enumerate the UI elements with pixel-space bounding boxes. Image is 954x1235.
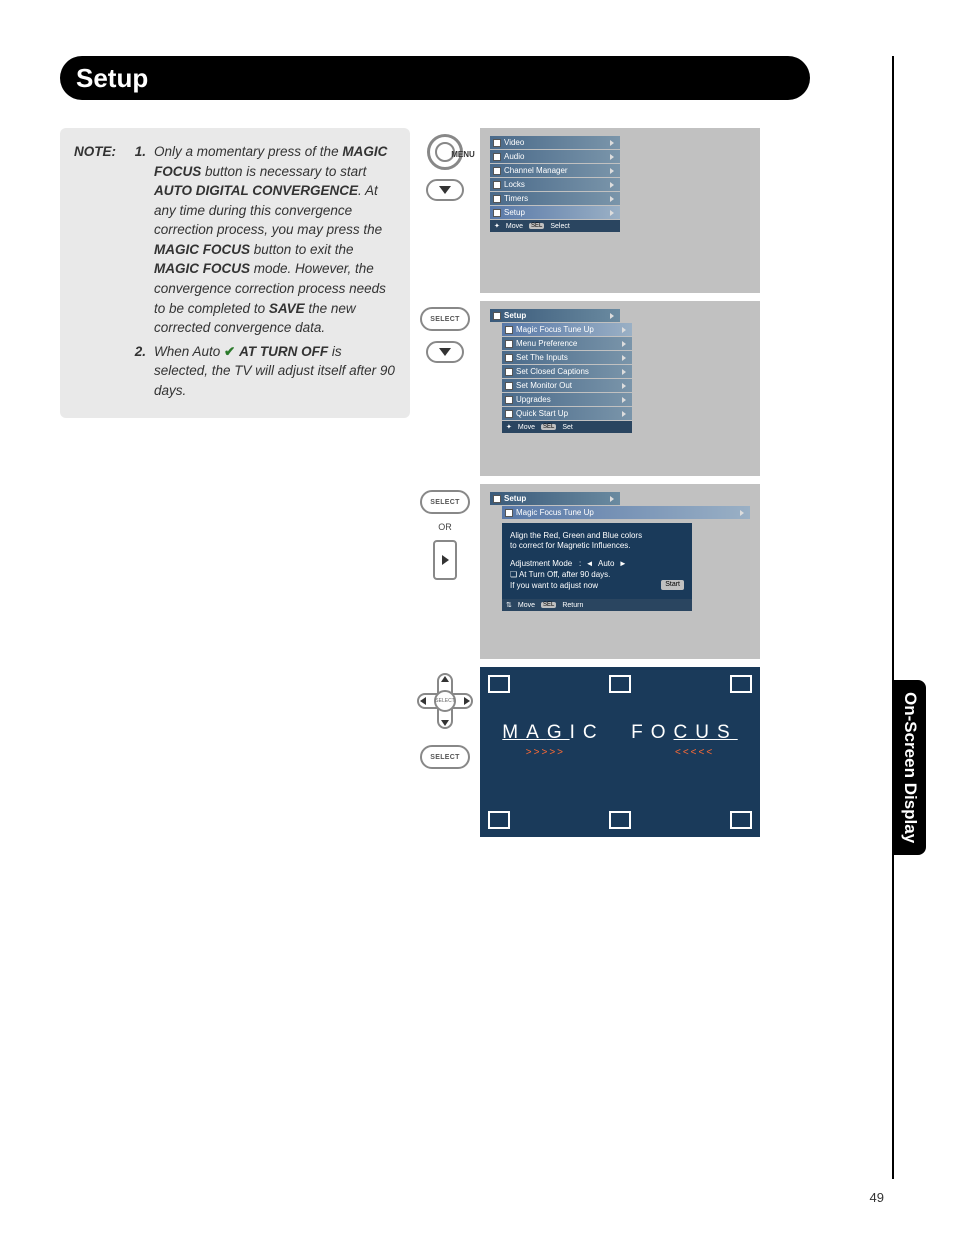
setup-item-pref[interactable]: Menu Preference xyxy=(502,337,632,350)
note-num-1: 1. xyxy=(128,142,146,338)
setup-title-3: Setup xyxy=(490,492,620,505)
dpad[interactable]: SELECT xyxy=(417,673,473,729)
select-button-4[interactable]: SELECT xyxy=(420,745,470,769)
screen-main-menu: Video Audio Channel Manager Locks Timers… xyxy=(480,128,760,293)
menu-item-video[interactable]: Video xyxy=(490,136,620,149)
setup-title: Setup xyxy=(490,309,620,322)
select-button-2[interactable]: SELECT xyxy=(420,307,470,331)
start-button[interactable]: Start xyxy=(661,580,684,590)
right-button[interactable] xyxy=(433,540,457,580)
magic-focus-text: MAGIC FOCUS xyxy=(480,722,760,744)
magic-arrows: >>>>><<<<< xyxy=(480,747,760,758)
section-header: Setup xyxy=(60,56,810,100)
menu-item-audio[interactable]: Audio xyxy=(490,150,620,163)
menu-item-locks[interactable]: Locks xyxy=(490,178,620,191)
menu-button-label: MENU xyxy=(451,150,475,159)
side-tab: On-Screen Display xyxy=(894,680,926,855)
page-title: Setup xyxy=(76,63,148,94)
setup-item-cc[interactable]: Set Closed Captions xyxy=(502,365,632,378)
screen-magic-focus-setup: Setup Magic Focus Tune Up Align the Red,… xyxy=(480,484,760,659)
menu-item-setup[interactable]: Setup xyxy=(490,206,620,219)
note-label: NOTE: xyxy=(74,142,128,338)
magic-focus-row[interactable]: Magic Focus Tune Up xyxy=(502,506,750,519)
magic-focus-preview: Align the Red, Green and Blue colors to … xyxy=(502,523,692,599)
setup-item-inputs[interactable]: Set The Inputs xyxy=(502,351,632,364)
step-3: SELECT OR Setup Magic Focus Tune Up Alig… xyxy=(410,484,894,659)
setup-item-quick[interactable]: Quick Start Up xyxy=(502,407,632,420)
note-num-2: 2. xyxy=(128,342,146,401)
screen-setup-menu: Setup Magic Focus Tune Up Menu Preferenc… xyxy=(480,301,760,476)
step-4: SELECT SELECT MAGIC FOCUS >>>>><<<<< xyxy=(410,667,894,837)
select-button-3[interactable]: SELECT xyxy=(420,490,470,514)
setup-item-magic[interactable]: Magic Focus Tune Up xyxy=(502,323,632,336)
divider-line xyxy=(892,56,894,1179)
note-text-2: When Auto ✔ AT TURN OFF is selected, the… xyxy=(154,342,396,401)
down-button-2[interactable] xyxy=(426,341,464,363)
screen-magic-focus-run: MAGIC FOCUS >>>>><<<<< xyxy=(480,667,760,837)
menu-footer-2: ✦ Move SELSet xyxy=(502,421,632,433)
menu-footer-1: ✦ Move SELSelect xyxy=(490,220,620,232)
menu-footer-3: ⇅ Move SELReturn xyxy=(502,599,692,611)
menu-item-channel[interactable]: Channel Manager xyxy=(490,164,620,177)
step-2: SELECT Setup Magic Focus Tune Up Menu Pr… xyxy=(410,301,894,476)
step-1: MENU Video Audio Channel Manager Locks T… xyxy=(410,128,894,293)
or-label: OR xyxy=(438,522,452,532)
page-number: 49 xyxy=(870,1190,884,1205)
note-box: NOTE: 1. Only a momentary press of the M… xyxy=(60,128,410,418)
menu-item-timers[interactable]: Timers xyxy=(490,192,620,205)
down-button[interactable] xyxy=(426,179,464,201)
setup-item-upgrades[interactable]: Upgrades xyxy=(502,393,632,406)
note-text-1: Only a momentary press of the MAGIC FOCU… xyxy=(154,142,396,338)
setup-item-monitor[interactable]: Set Monitor Out xyxy=(502,379,632,392)
